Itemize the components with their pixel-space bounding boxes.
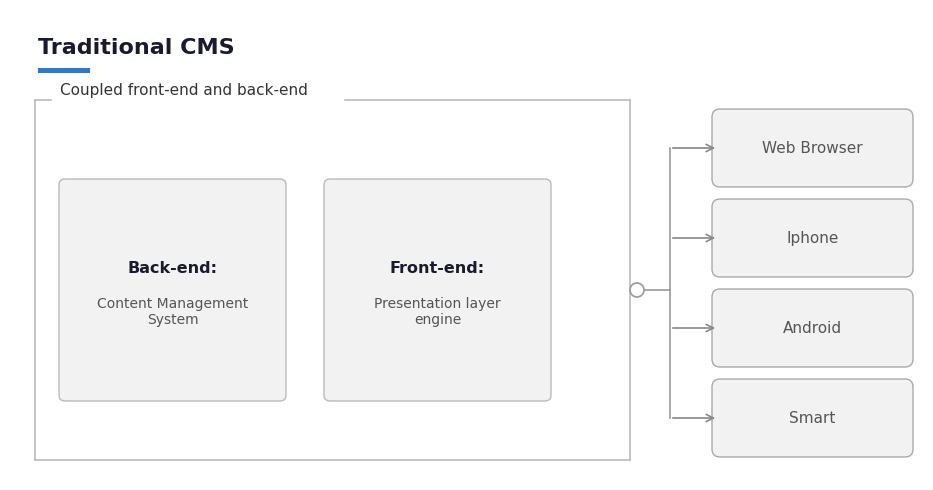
Text: Back-end:: Back-end: xyxy=(128,261,217,275)
FancyBboxPatch shape xyxy=(324,179,551,401)
Circle shape xyxy=(630,283,644,297)
Text: Smart: Smart xyxy=(789,411,836,425)
Text: Traditional CMS: Traditional CMS xyxy=(38,38,234,58)
Text: Iphone: Iphone xyxy=(787,230,839,245)
FancyBboxPatch shape xyxy=(59,179,286,401)
FancyBboxPatch shape xyxy=(712,289,913,367)
FancyBboxPatch shape xyxy=(712,199,913,277)
Text: Web Browser: Web Browser xyxy=(762,141,863,155)
Text: Coupled front-end and back-end: Coupled front-end and back-end xyxy=(60,83,308,98)
FancyBboxPatch shape xyxy=(712,379,913,457)
Text: Presentation layer
engine: Presentation layer engine xyxy=(374,297,501,327)
FancyBboxPatch shape xyxy=(712,109,913,187)
Text: Front-end:: Front-end: xyxy=(390,261,485,275)
Text: Android: Android xyxy=(783,320,842,336)
Text: Content Management
System: Content Management System xyxy=(97,297,248,327)
FancyBboxPatch shape xyxy=(38,68,90,73)
